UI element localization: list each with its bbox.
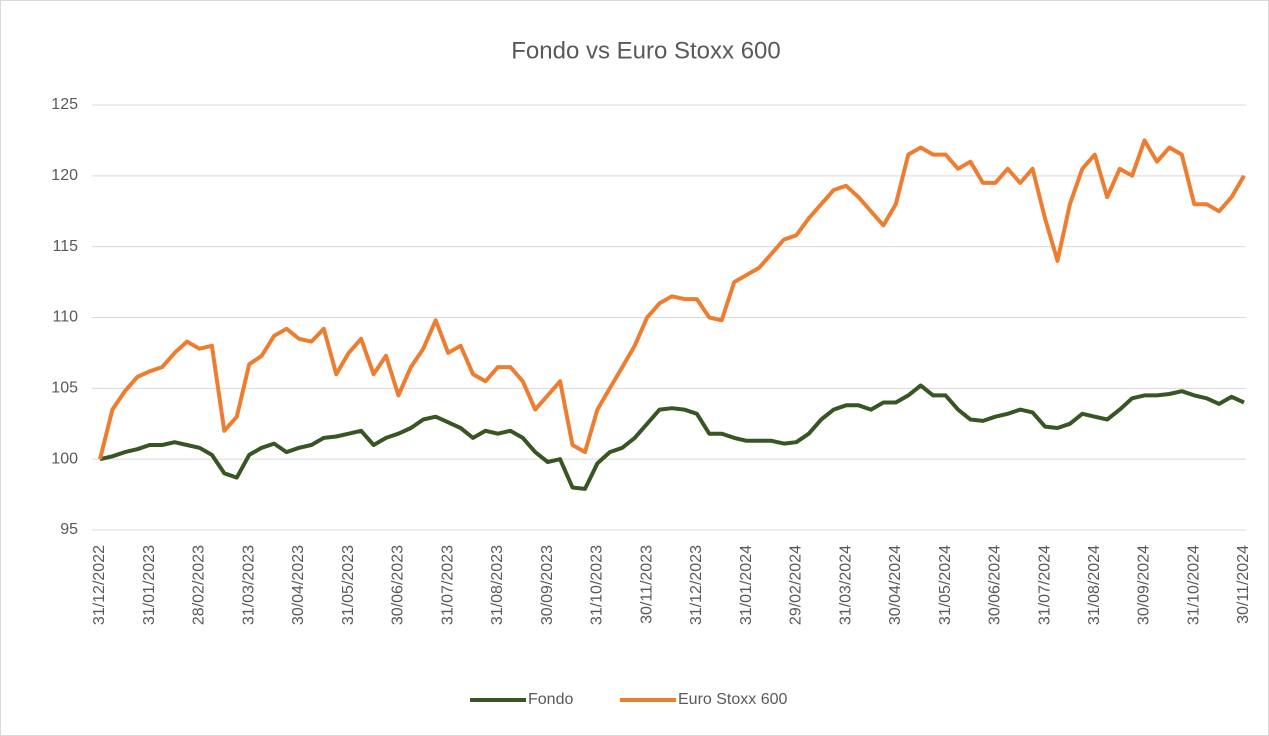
x-tick-label: 30/11/2024 xyxy=(1235,545,1252,624)
x-tick-label: 30/09/2024 xyxy=(1136,545,1153,625)
x-tick-label: 30/04/2023 xyxy=(290,545,307,625)
y-tick-label: 95 xyxy=(60,521,78,538)
y-tick-label: 120 xyxy=(51,167,78,184)
x-tick-label: 31/03/2024 xyxy=(837,545,854,625)
y-tick-label: 115 xyxy=(52,238,78,255)
y-tick-label: 105 xyxy=(51,380,78,397)
x-tick-label: 30/11/2023 xyxy=(638,545,655,624)
x-tick-label: 30/04/2024 xyxy=(887,545,904,625)
x-tick-label: 31/10/2023 xyxy=(589,545,606,625)
x-tick-label: 30/09/2023 xyxy=(539,545,556,625)
x-tick-label: 31/07/2023 xyxy=(439,545,456,625)
x-tick-label: 31/07/2024 xyxy=(1036,545,1053,625)
x-tick-label: 31/08/2024 xyxy=(1086,545,1103,625)
x-tick-label: 29/02/2024 xyxy=(788,545,805,625)
y-tick-label: 110 xyxy=(52,309,78,326)
y-tick-label: 125 xyxy=(51,96,78,113)
x-tick-label: 31/12/2022 xyxy=(91,545,108,625)
x-tick-label: 30/06/2023 xyxy=(390,545,407,625)
series-line xyxy=(98,138,1246,460)
x-tick-label: 31/08/2023 xyxy=(489,545,506,625)
x-tick-label: 31/05/2023 xyxy=(340,545,357,625)
chart-title: Fondo vs Euro Stoxx 600 xyxy=(511,37,780,64)
legend-label: Fondo xyxy=(528,691,573,708)
x-tick-label: 31/01/2024 xyxy=(738,545,755,625)
y-tick-label: 100 xyxy=(51,450,78,467)
legend-label: Euro Stoxx 600 xyxy=(678,691,788,708)
x-tick-label: 31/05/2024 xyxy=(937,545,954,625)
x-tick-label: 31/12/2023 xyxy=(688,545,705,625)
x-tick-label: 31/03/2023 xyxy=(240,545,257,625)
x-tick-label: 31/01/2023 xyxy=(141,545,158,625)
x-tick-label: 31/10/2024 xyxy=(1185,545,1202,625)
x-tick-label: 30/06/2024 xyxy=(987,545,1004,625)
series-line xyxy=(99,383,1245,491)
x-tick-label: 28/02/2023 xyxy=(191,545,208,625)
